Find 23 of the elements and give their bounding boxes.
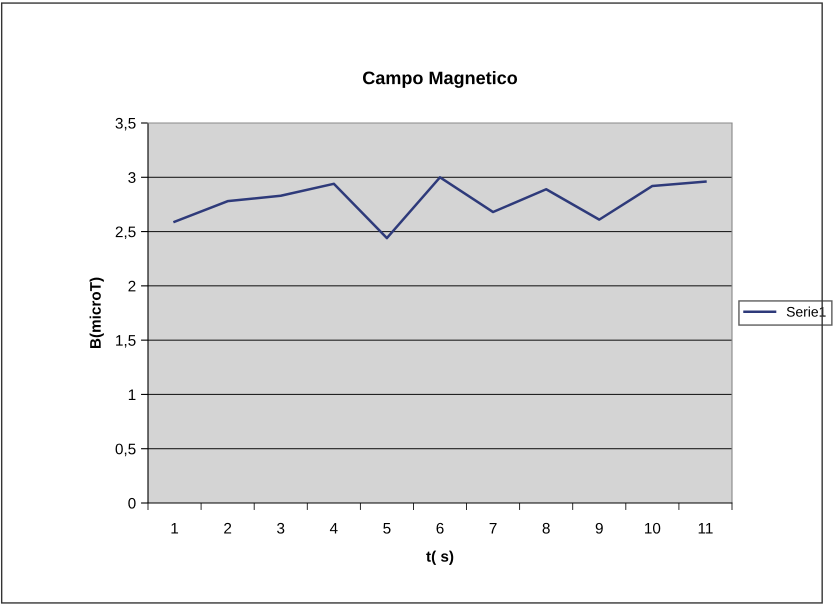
line-series xyxy=(173,176,707,240)
chart-title: Campo Magnetico xyxy=(363,71,518,88)
y-tick-label: 3 xyxy=(128,172,136,183)
x-axis-title: t( s) xyxy=(426,550,454,565)
x-tick-label: 11 xyxy=(698,523,713,534)
y-axis-title: B(microT) xyxy=(90,278,104,348)
x-tick-label: 5 xyxy=(383,523,391,534)
x-tick-label: 3 xyxy=(277,522,284,534)
x-tick-label: 9 xyxy=(596,522,603,534)
x-tick-label: 8 xyxy=(542,522,550,534)
y-tick-label: 1 xyxy=(128,389,136,400)
x-tick-label: 2 xyxy=(224,522,232,534)
y-tick-label: 0,5 xyxy=(116,444,136,456)
x-tick-label: 1 xyxy=(171,523,178,534)
y-tick-label: 1,5 xyxy=(116,335,136,348)
y-tick-label: 0 xyxy=(128,498,136,509)
y-tick-label: 2,5 xyxy=(116,226,136,240)
y-tick-label: 2 xyxy=(128,280,136,292)
x-tick-label: 7 xyxy=(490,523,497,534)
x-tick-label: 6 xyxy=(436,522,444,534)
x-tick-label: 4 xyxy=(330,523,338,534)
x-tick-label: 10 xyxy=(645,522,660,534)
y-tick-label: 3,5 xyxy=(116,118,136,130)
